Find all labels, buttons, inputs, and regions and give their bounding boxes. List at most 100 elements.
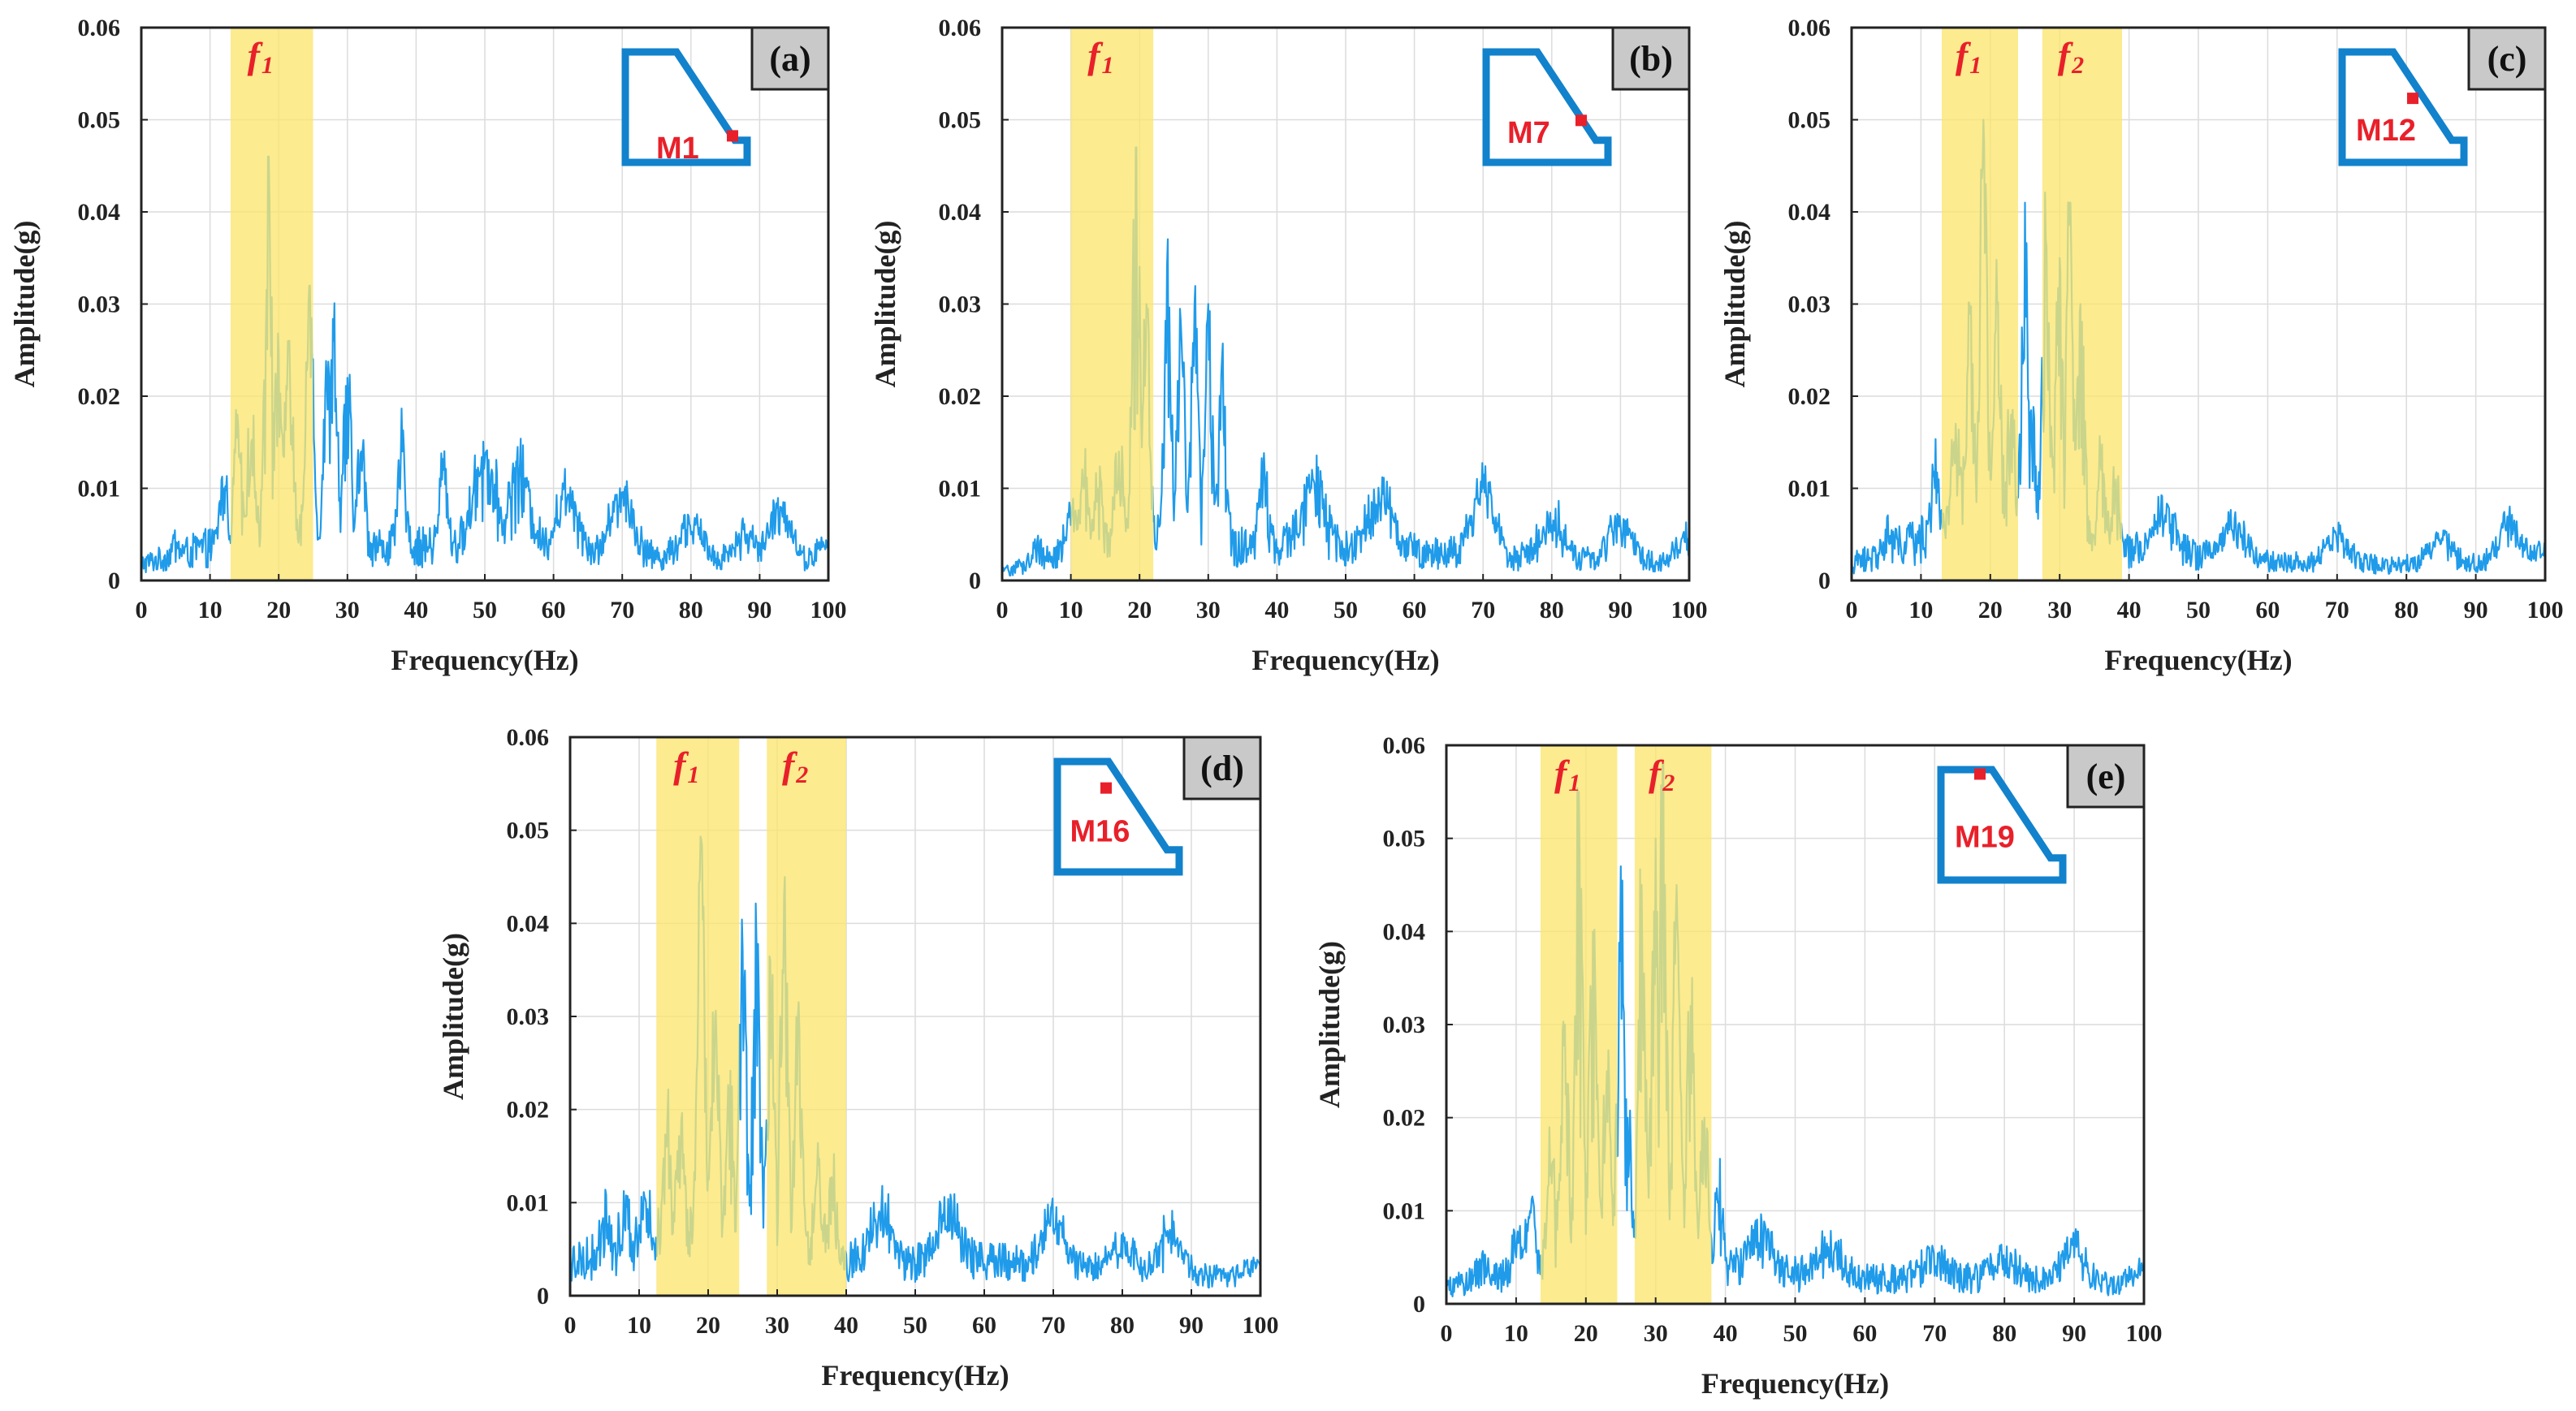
x-tick-label: 30 xyxy=(1644,1320,1668,1347)
y-tick-label: 0.06 xyxy=(1383,732,1426,759)
x-tick-label: 50 xyxy=(903,1312,927,1339)
y-tick-label: 0.04 xyxy=(78,199,121,226)
x-tick-label: 80 xyxy=(1992,1320,2016,1347)
y-tick-label: 0.02 xyxy=(507,1097,550,1124)
x-tick-label: 10 xyxy=(1504,1320,1528,1347)
measurement-point-label: M19 xyxy=(1955,821,2015,855)
x-tick-label: 90 xyxy=(2062,1320,2086,1347)
x-tick-label: 0 xyxy=(1441,1320,1453,1347)
x-tick-label: 60 xyxy=(542,597,566,624)
y-axis-label: Amplitude(g) xyxy=(437,933,469,1100)
y-tick-label: 0.01 xyxy=(78,476,121,503)
measurement-point-marker xyxy=(1974,768,1986,780)
y-tick-label: 0.02 xyxy=(1383,1105,1426,1132)
panel-label: (e) xyxy=(2086,757,2126,796)
x-tick-label: 50 xyxy=(1783,1320,1808,1347)
band-label-subscript: 2 xyxy=(2071,52,2084,79)
y-tick-label: 0.03 xyxy=(507,1003,550,1030)
y-tick-label: 0.02 xyxy=(78,383,121,410)
y-tick-label: 0 xyxy=(1413,1291,1425,1318)
band-label-subscript: 2 xyxy=(795,762,808,788)
x-tick-label: 100 xyxy=(810,597,847,624)
y-tick-label: 0 xyxy=(108,567,120,594)
frequency-band-f1 xyxy=(1070,28,1154,580)
y-tick-label: 0.03 xyxy=(939,291,982,318)
chart-panel-c: f1 f20 10 20 30 40 50 60 70 80 90 10000.010.020.030… xyxy=(1718,15,2564,676)
band-label-subscript: 1 xyxy=(1969,52,1982,79)
x-tick-label: 100 xyxy=(1671,597,1708,624)
structure-outline-icon xyxy=(1053,757,1183,876)
y-tick-label: 0 xyxy=(1818,567,1830,594)
panel-label: (b) xyxy=(1629,39,1673,79)
y-tick-label: 0.04 xyxy=(1788,199,1831,226)
x-tick-label: 20 xyxy=(1127,597,1152,624)
x-tick-label: 30 xyxy=(335,597,360,624)
x-tick-label: 50 xyxy=(473,597,497,624)
x-tick-label: 100 xyxy=(1243,1312,1279,1339)
x-tick-label: 40 xyxy=(404,597,428,624)
y-tick-label: 0.05 xyxy=(939,107,982,134)
chart-panel-e: f1 f20 10 20 30 40 50 60 70 80 90 10000.010.020.030… xyxy=(1313,732,2163,1400)
x-tick-label: 100 xyxy=(2527,597,2564,624)
x-tick-label: 10 xyxy=(1908,597,1933,624)
x-tick-label: 0 xyxy=(564,1312,577,1339)
y-tick-label: 0.03 xyxy=(78,291,121,318)
y-tick-label: 0.01 xyxy=(507,1189,550,1216)
y-axis-label: Amplitude(g) xyxy=(869,221,901,388)
y-tick-label: 0.03 xyxy=(1788,291,1831,318)
x-tick-label: 10 xyxy=(1059,597,1083,624)
x-tick-label: 70 xyxy=(2325,597,2349,624)
y-tick-label: 0 xyxy=(537,1283,549,1310)
x-tick-label: 50 xyxy=(2186,597,2211,624)
frequency-band-f1 xyxy=(230,28,313,580)
x-tick-label: 20 xyxy=(266,597,291,624)
panel-label-box xyxy=(2467,26,2547,91)
frequency-band-f1 xyxy=(1942,28,2018,580)
band-label-subscript: 1 xyxy=(687,762,699,788)
y-tick-label: 0.05 xyxy=(507,818,550,844)
chart-panel-a: f10 10 20 30 40 50 60 70 80 90 10000.010.020.030.0… xyxy=(8,15,847,676)
y-axis-label: Amplitude(g) xyxy=(1718,221,1751,388)
x-tick-label: 60 xyxy=(1852,1320,1877,1347)
x-tick-label: 0 xyxy=(996,597,1009,624)
measurement-point-label: M12 xyxy=(2356,114,2416,148)
band-label-subscript: 1 xyxy=(1568,770,1580,796)
y-tick-label: 0.03 xyxy=(1383,1012,1426,1038)
x-tick-label: 40 xyxy=(2117,597,2142,624)
y-tick-label: 0.06 xyxy=(507,724,550,751)
panel-label-box xyxy=(2066,744,2146,809)
measurement-point-marker xyxy=(727,130,738,142)
y-tick-label: 0.06 xyxy=(1788,15,1831,41)
measurement-point-label: M16 xyxy=(1070,814,1130,848)
x-tick-label: 70 xyxy=(1041,1312,1065,1339)
x-tick-label: 90 xyxy=(1608,597,1632,624)
x-tick-label: 0 xyxy=(136,597,148,624)
y-tick-label: 0.04 xyxy=(507,910,550,937)
y-tick-label: 0.01 xyxy=(1383,1197,1426,1224)
panel-label-box xyxy=(750,26,830,91)
x-tick-label: 0 xyxy=(1846,597,1858,624)
band-label-subscript: 1 xyxy=(261,52,274,79)
x-tick-label: 60 xyxy=(972,1312,996,1339)
y-tick-label: 0.06 xyxy=(939,15,982,41)
chart-panel-b: f10 10 20 30 40 50 60 70 80 90 10000.010.020.030.0… xyxy=(869,15,1708,676)
y-tick-label: 0.04 xyxy=(1383,918,1426,945)
x-tick-label: 20 xyxy=(1574,1320,1598,1347)
frequency-band-f2 xyxy=(767,737,846,1296)
measurement-point-marker xyxy=(1100,782,1112,794)
x-axis-label: Frequency(Hz) xyxy=(2104,644,2292,676)
x-tick-label: 30 xyxy=(765,1312,789,1339)
x-tick-label: 80 xyxy=(2394,597,2418,624)
x-tick-label: 70 xyxy=(1922,1320,1947,1347)
structure-outline-icon xyxy=(1482,48,1612,166)
panel-label-box xyxy=(1182,736,1262,800)
x-tick-label: 20 xyxy=(1978,597,2003,624)
x-tick-label: 100 xyxy=(2126,1320,2163,1347)
structure-outline-icon xyxy=(1937,766,2067,884)
x-tick-label: 90 xyxy=(2464,597,2488,624)
frequency-band-f2 xyxy=(1634,745,1712,1304)
x-axis-label: Frequency(Hz) xyxy=(1701,1367,1889,1400)
y-tick-label: 0.05 xyxy=(1788,107,1831,134)
y-tick-label: 0 xyxy=(969,567,981,594)
frequency-band-f1 xyxy=(656,737,740,1296)
